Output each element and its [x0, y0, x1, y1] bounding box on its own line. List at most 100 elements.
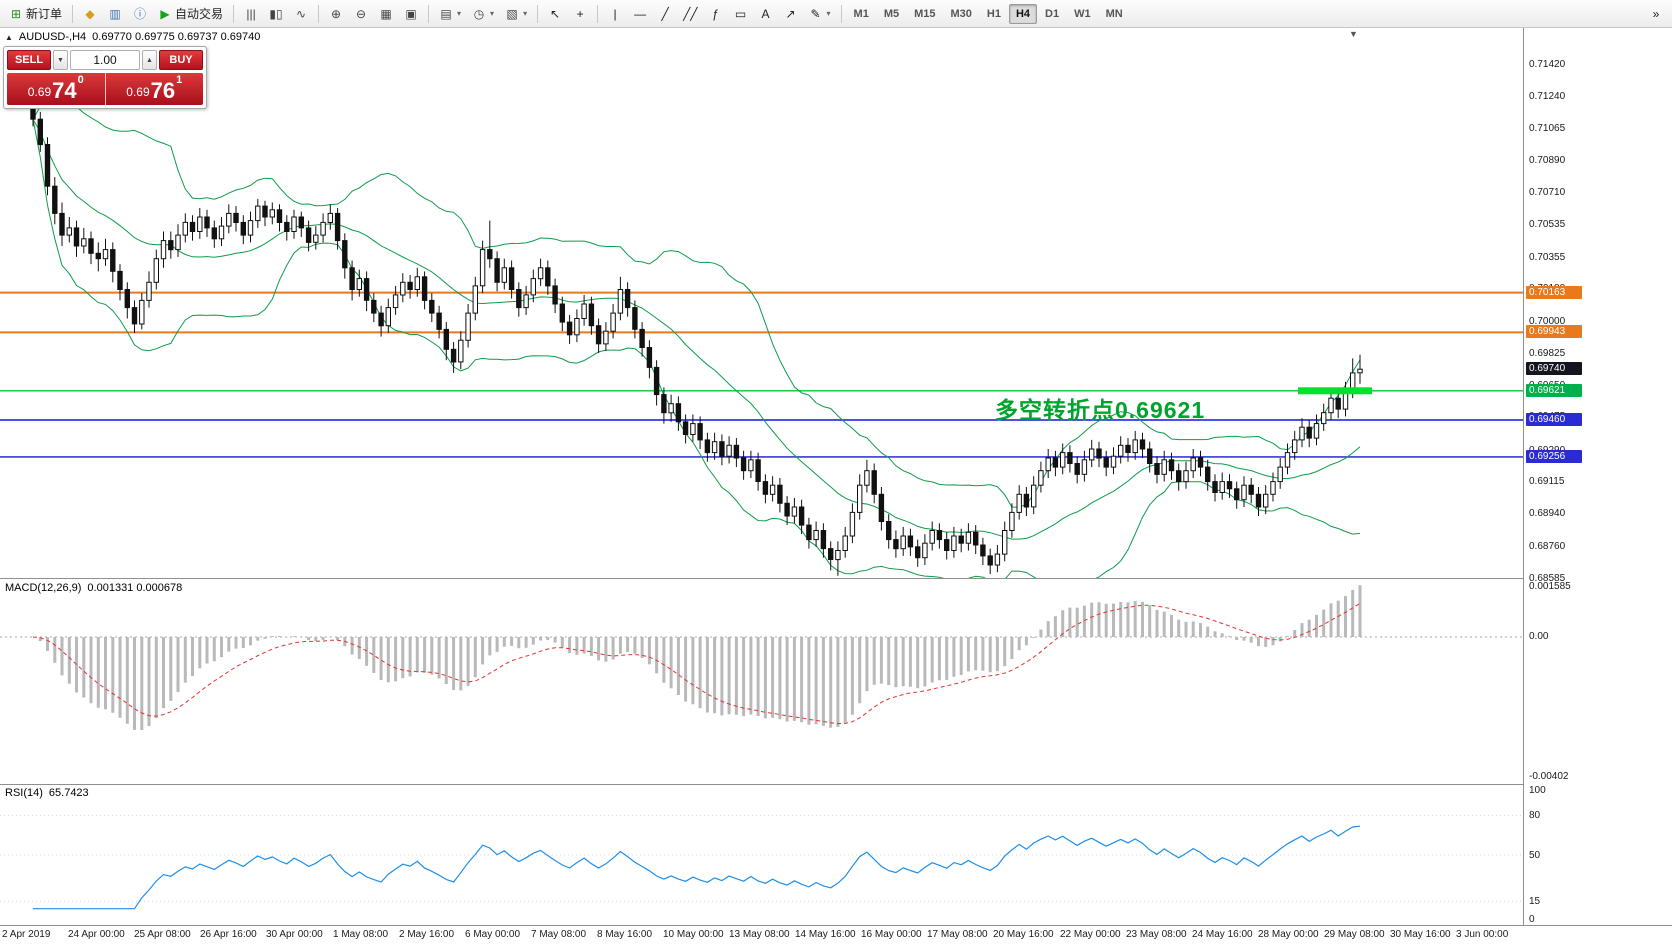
- candlestick-chart-button[interactable]: ▮▯: [264, 3, 288, 25]
- price-axis-label: 0.68585: [1529, 573, 1566, 584]
- lot-decrease-button[interactable]: ▼: [53, 50, 68, 70]
- zoom-in-button[interactable]: ⊕: [324, 3, 348, 25]
- sell-price-button[interactable]: 0.69 74 0: [7, 73, 106, 105]
- data-window-button[interactable]: ⓘ: [128, 3, 152, 25]
- buy-price-button[interactable]: 0.69 76 1: [106, 73, 204, 105]
- crosshair-button[interactable]: +: [568, 3, 592, 25]
- lot-size-input[interactable]: [70, 50, 140, 70]
- price-axis-label: 0.70000: [1529, 316, 1566, 327]
- time-axis-label: 22 May 00:00: [1060, 929, 1121, 940]
- timeframe-mn-button[interactable]: MN: [1099, 4, 1130, 24]
- time-axis-label: 16 May 00:00: [861, 929, 922, 940]
- autotrading-button[interactable]: ▶ 自动交易: [153, 3, 228, 25]
- toolbar-separator: [72, 4, 74, 23]
- time-axis[interactable]: 2 Apr 2019 24 Apr 00:00 25 Apr 08:00 26 Apr…: [0, 926, 1672, 951]
- sell-button[interactable]: SELL: [7, 50, 51, 70]
- pane-separator[interactable]: [0, 578, 1672, 579]
- fibonacci-button[interactable]: ƒ: [704, 3, 728, 25]
- indicators-button[interactable]: ▧ ▾: [500, 3, 532, 25]
- dropdown-arrow-icon: ▾: [826, 9, 831, 18]
- new-order-button[interactable]: ⊞ 新订单: [4, 3, 67, 25]
- macd-axis-label: -0.00402: [1529, 771, 1569, 782]
- text-icon: A: [761, 6, 770, 21]
- grid-button[interactable]: ▦: [374, 3, 398, 25]
- chart-annotation-text: 多空转折点0.69621: [995, 397, 1206, 423]
- lot-increase-button[interactable]: ▲: [142, 50, 157, 70]
- sell-price-sup: 0: [77, 74, 84, 86]
- macd-axis-label: 0.001585: [1529, 581, 1571, 592]
- trend-line-button[interactable]: ╱: [653, 3, 677, 25]
- main-toolbar: ⊞ 新订单 ◆ ▥ ⓘ ▶ 自动交易 ||| ▮▯ ∿ ⊕ ⊖ ▦ ▣ ▤ ▾ ◷ ▾ ▧ ▾ ↖ + | — ╱ ╱╱ ƒ ▭ A ↗ ✎…: [0, 0, 1672, 28]
- timeframe-h4-button[interactable]: H4: [1008, 3, 1038, 24]
- zoom-in-icon: ⊕: [331, 6, 342, 21]
- dropdown-arrow-icon: ▾: [457, 9, 462, 18]
- tile-windows-button[interactable]: ▣: [399, 3, 423, 25]
- timeframe-h1-button[interactable]: H1: [980, 4, 1008, 24]
- new-chart-icon: ▤: [440, 6, 452, 21]
- macd-pane[interactable]: [0, 579, 1523, 784]
- time-axis-label: 3 Jun 00:00: [1456, 929, 1509, 940]
- timeframe-w1-button[interactable]: W1: [1067, 4, 1098, 24]
- rsi-axis-label: 0: [1529, 914, 1535, 925]
- timeframe-d1-button[interactable]: D1: [1038, 4, 1066, 24]
- arrows-button[interactable]: ↗: [779, 3, 803, 25]
- new-chart-button[interactable]: ▤ ▾: [434, 3, 466, 25]
- rsi-axis-label: 15: [1529, 896, 1541, 907]
- main-price-chart[interactable]: [0, 28, 1523, 578]
- chart-shift-marker-icon[interactable]: ▼: [1349, 29, 1358, 39]
- profiles-button[interactable]: ◷ ▾: [467, 3, 499, 25]
- rsi-axis-label: 50: [1529, 850, 1541, 861]
- bar-chart-icon: |||: [246, 6, 256, 21]
- time-axis-label: 17 May 08:00: [927, 929, 988, 940]
- drawing-tools-button[interactable]: ✎ ▾: [804, 3, 836, 25]
- pane-separator[interactable]: [0, 784, 1672, 785]
- time-axis-label: 13 May 08:00: [729, 929, 790, 940]
- symbol-period-label: AUDUSD-,H4: [18, 31, 87, 43]
- buy-button[interactable]: BUY: [159, 50, 203, 70]
- navigator-button[interactable]: ▥: [103, 3, 127, 25]
- data-window-icon: ⓘ: [134, 6, 147, 21]
- macd-axis-label: 0.00: [1529, 631, 1549, 642]
- channel-button[interactable]: ╱╱: [678, 3, 702, 25]
- market-watch-button[interactable]: ◆: [78, 3, 102, 25]
- oct-controls-row: SELL ▼ ▲ BUY: [7, 50, 203, 70]
- time-axis-label: 28 May 00:00: [1258, 929, 1319, 940]
- toolbar-separator: [428, 4, 430, 23]
- price-badge: 0.69256: [1526, 450, 1582, 463]
- indicators-icon: ▧: [506, 6, 518, 21]
- toolbar-overflow-button[interactable]: »: [1644, 3, 1668, 25]
- time-axis-label: 24 May 16:00: [1192, 929, 1253, 940]
- ohlc-values: 0.69770 0.69775 0.69737 0.69740: [92, 31, 261, 43]
- autotrading-play-icon: ▶: [160, 6, 170, 21]
- bar-chart-button[interactable]: |||: [239, 3, 263, 25]
- cursor-icon: ↖: [550, 6, 561, 21]
- time-axis-label: 25 Apr 08:00: [134, 929, 191, 940]
- zoom-out-button[interactable]: ⊖: [349, 3, 373, 25]
- pane-separator[interactable]: [0, 925, 1672, 926]
- timeframe-m15-button[interactable]: M15: [907, 4, 942, 24]
- toolbar-button-groups: ⊞ 新订单 ◆ ▥ ⓘ ▶ 自动交易 ||| ▮▯ ∿ ⊕ ⊖ ▦ ▣ ▤ ▾ ◷ ▾ ▧ ▾ ↖ + | — ╱ ╱╱ ƒ ▭ A ↗ ✎…: [4, 3, 836, 25]
- shapes-button[interactable]: ▭: [729, 3, 753, 25]
- time-axis-label: 1 May 08:00: [333, 929, 389, 940]
- timeframe-toolbar: M1 M5 M15 M30 H1 H4 D1 W1 MN: [847, 3, 1130, 24]
- crosshair-icon: +: [576, 6, 584, 21]
- line-chart-button[interactable]: ∿: [289, 3, 313, 25]
- cursor-button[interactable]: ↖: [543, 3, 567, 25]
- vertical-line-button[interactable]: |: [603, 3, 627, 25]
- rsi-pane[interactable]: [0, 785, 1523, 925]
- timeframe-m1-button[interactable]: M1: [847, 4, 876, 24]
- oct-toggle-icon[interactable]: ▲: [5, 32, 13, 42]
- text-button[interactable]: A: [754, 3, 778, 25]
- zoom-out-icon: ⊖: [356, 6, 367, 21]
- vertical-line-icon: |: [613, 6, 617, 21]
- timeframe-m5-button[interactable]: M5: [877, 4, 906, 24]
- horizontal-line-button[interactable]: —: [628, 3, 652, 25]
- price-axis[interactable]: 0.71420 0.71240 0.71065 0.70890 0.70710 0.705…: [1524, 28, 1672, 925]
- price-axis-label: 0.70535: [1529, 219, 1566, 230]
- buy-price-big: 76: [150, 78, 176, 103]
- time-axis-label: 6 May 00:00: [465, 929, 521, 940]
- profiles-icon: ◷: [473, 6, 485, 21]
- timeframe-m30-button[interactable]: M30: [944, 4, 979, 24]
- sell-price-big: 74: [52, 78, 77, 103]
- price-axis-label: 0.70890: [1529, 155, 1566, 166]
